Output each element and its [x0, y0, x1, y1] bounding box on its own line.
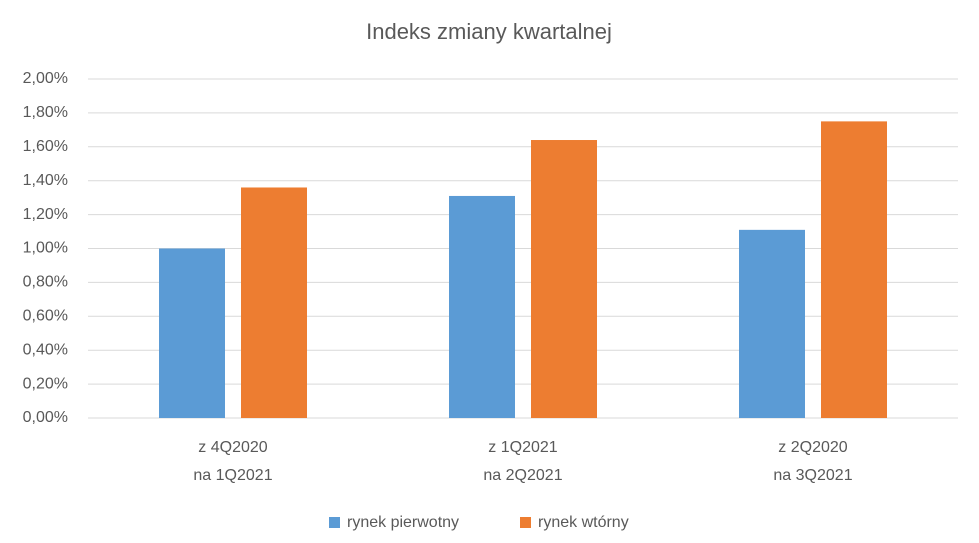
bar [821, 121, 887, 418]
y-tick-label: 0,00% [23, 409, 68, 426]
x-tick-label: z 1Q2021 [488, 439, 557, 456]
legend-label: rynek pierwotny [347, 514, 459, 531]
bar [531, 140, 597, 418]
y-tick-label: 0,80% [23, 274, 68, 291]
legend-swatch [329, 517, 340, 528]
y-tick-label: 1,80% [23, 104, 68, 121]
y-tick-label: 0,60% [23, 308, 68, 325]
y-tick-label: 0,20% [23, 375, 68, 392]
x-tick-label: z 2Q2020 [778, 439, 847, 456]
y-tick-label: 0,40% [23, 341, 68, 358]
y-tick-label: 1,40% [23, 172, 68, 189]
bar [241, 187, 307, 418]
bar [739, 229, 805, 418]
x-tick-label: na 1Q2021 [193, 467, 272, 484]
bar [449, 195, 515, 418]
legend-label: rynek wtórny [538, 514, 629, 531]
x-tick-label: z 4Q2020 [198, 439, 267, 456]
x-tick-label: na 3Q2021 [773, 467, 852, 484]
bar [159, 248, 225, 418]
y-tick-label: 1,00% [23, 240, 68, 257]
y-tick-label: 1,20% [23, 206, 68, 223]
y-tick-label: 1,60% [23, 138, 68, 155]
chart-title: Indeks zmiany kwartalnej [366, 19, 612, 44]
y-tick-label: 2,00% [23, 70, 68, 87]
x-tick-label: na 2Q2021 [483, 467, 562, 484]
legend-swatch [520, 517, 531, 528]
